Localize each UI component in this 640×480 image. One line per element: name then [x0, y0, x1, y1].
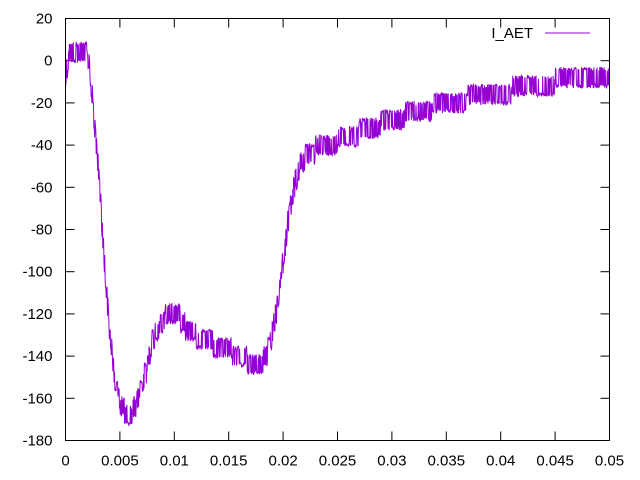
- x-tick-label: 0.01: [160, 453, 189, 470]
- y-tick-label: -120: [22, 306, 52, 323]
- y-tick-labels: 20 0 -20 -40 -60 -80 -100 -120 -140 -160 -180: [22, 11, 52, 450]
- tick-marks: [65, 18, 610, 441]
- x-tick-label: 0.045: [536, 453, 574, 470]
- series-line-i-aet: [65, 41, 610, 427]
- legend: I_AET: [491, 25, 590, 42]
- plot-frame: [65, 18, 610, 441]
- x-tick-label: 0.03: [377, 453, 406, 470]
- x-tick-label: 0: [61, 453, 69, 470]
- y-tick-label: -160: [22, 390, 52, 407]
- x-tick-label: 0.005: [101, 453, 139, 470]
- y-tick-label: -140: [22, 348, 52, 365]
- series-layer: [65, 41, 610, 427]
- y-tick-label: -60: [31, 179, 53, 196]
- y-tick-label: 20: [36, 11, 53, 28]
- x-tick-label: 0.04: [486, 453, 515, 470]
- y-tick-label: -100: [22, 264, 52, 281]
- y-tick-label: -80: [31, 222, 53, 239]
- x-tick-labels: 0 0.005 0.01 0.015 0.02 0.025 0.03 0.035 0.04 0.0…: [61, 453, 624, 470]
- x-tick-label: 0.035: [428, 453, 466, 470]
- y-tick-label: 0: [44, 53, 52, 70]
- y-tick-label: -180: [22, 433, 52, 450]
- x-tick-label: 0.025: [319, 453, 357, 470]
- y-tick-label: -20: [31, 95, 53, 112]
- y-tick-label: -40: [31, 137, 53, 154]
- legend-label-i-aet: I_AET: [491, 25, 533, 42]
- x-tick-label: 0.015: [210, 453, 248, 470]
- x-tick-label: 0.02: [268, 453, 297, 470]
- x-tick-label: 0.05: [595, 453, 624, 470]
